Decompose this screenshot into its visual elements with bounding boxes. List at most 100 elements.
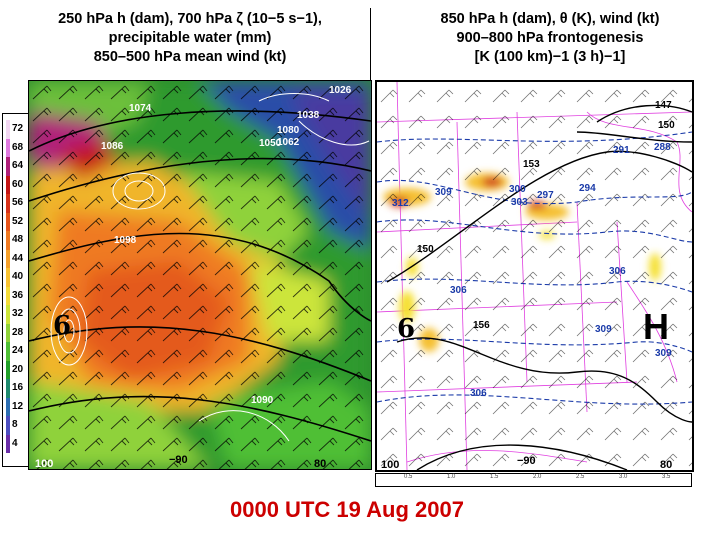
frontogenesis-scale-label: 3.0 [619,474,628,480]
high-pressure-marker: H [643,306,669,347]
colorbar-swatch [6,434,10,453]
height-label: 1062 [277,137,300,148]
colorbar-swatch [6,379,10,398]
theta-label: 306 [609,266,626,277]
frontogenesis-scale-label: 2.0 [533,474,542,480]
height-label: 150 [417,244,434,255]
frontogenesis-scale-label: 2.5 [576,474,585,480]
colorbar-swatch [6,323,10,342]
colorbar-label: 8 [12,419,18,430]
colorbar-label: 64 [12,160,24,171]
colorbar-label: 24 [12,345,24,356]
theta-label: 309 [435,187,452,198]
right-edge-labels: 100 −90 80 [381,455,672,470]
colorbar-swatch [6,120,10,139]
longitude-label: 80 [660,459,672,470]
longitude-label: 100 [381,459,399,470]
colorbar-swatch [6,305,10,324]
right-title-line-3: [K (100 km)−1 (3 h)−1] [474,49,626,65]
longitude-label: −90 [169,454,188,466]
theta-label: 303 [511,197,528,208]
theta-label: 309 [655,348,672,359]
height-label: 1080 [277,125,300,136]
right-theta-labels: 291 288 309 300 297 303 294 312 306 306 … [392,142,672,399]
height-label: 1026 [329,85,352,96]
colorbar-swatch [6,175,10,194]
height-label: 1074 [129,103,152,114]
right-title-line-2: 900–800 hPa frontogenesis [456,30,644,46]
vorticity-contours [50,93,370,442]
valid-time: 0000 UTC 19 Aug 2007 [230,497,464,522]
colorbar-label: 16 [12,382,24,393]
colorbar-label: 36 [12,289,24,301]
theta-label: 306 [450,285,467,296]
colorbar-swatch [6,342,10,361]
colorbar-label: 52 [12,215,24,227]
height-label: 150 [658,120,675,131]
colorbar-swatch [6,231,10,250]
frontogenesis-scale-bar: 0.5 1.0 1.5 2.0 2.5 3.0 3.5 [375,473,692,487]
left-map-panel: 1074 1086 1098 1080 1038 1026 1050 1062 … [28,80,372,470]
colorbar-label: 40 [12,271,24,282]
wind-barbs-overlay [29,81,371,469]
colorbar-swatch [6,416,10,435]
colorbar-label: 72 [12,123,24,134]
height-label: 156 [473,320,490,331]
height-label: 153 [523,159,540,170]
longitude-label: 80 [314,458,326,469]
left-edge-labels: 100 −90 80 [35,454,326,469]
left-panel-title: 250 hPa h (dam), 700 hPa ζ (10−5 s−1), p… [20,10,360,67]
left-height-labels: 1074 1086 1098 1080 1038 1026 1050 1062 … [101,85,352,406]
right-map-panel: 147 150 153 150 156 291 288 309 300 297 … [375,80,694,472]
colorbar-swatch [6,138,10,157]
colorbar-label: 60 [12,178,24,190]
colorbar-swatch [6,360,10,379]
height-label: 1086 [101,141,124,152]
theta-label: 288 [654,142,671,153]
height-label: 1090 [251,395,274,406]
height-contours [29,110,371,442]
frontogenesis-scale-label: 1.5 [490,474,499,480]
colorbar-label: 28 [12,326,24,338]
theta-label: 306 [470,388,487,399]
longitude-label: −90 [517,455,536,467]
colorbar-label: 68 [12,141,24,153]
height-label: 147 [655,100,672,111]
colorbar-label: 4 [12,437,18,449]
right-panel-title: 850 hPa h (dam), θ (K), wind (kt) 900–80… [380,10,720,67]
theta-label: 294 [579,183,596,194]
theta-label: 300 [509,184,526,195]
height-label: 1098 [114,235,137,246]
longitude-label: 100 [35,458,53,469]
left-title-line-2: precipitable water (mm) [108,30,272,46]
height-label: 1050 [259,138,282,149]
right-map-graphic: 147 150 153 150 156 291 288 309 300 297 … [377,82,692,470]
wind-barbs-overlay [377,82,692,470]
theta-label: 297 [537,190,554,201]
colorbar-label: 20 [12,363,24,375]
colorbar-swatch [6,268,10,287]
frontogenesis-scale-label: 3.5 [662,474,671,480]
frontogenesis-scale-label: 0.5 [404,474,413,480]
height-label: 1038 [297,110,320,121]
colorbar-label: 48 [12,234,24,245]
theta-label: 312 [392,198,409,209]
colorbar-swatch [6,157,10,176]
colorbar-swatch [6,194,10,213]
colorbar-label: 56 [12,197,24,208]
colorbar-label: 12 [12,400,24,412]
colorbar-swatch [6,212,10,231]
colorbar-swatch [6,249,10,268]
colorbar-label: 32 [12,308,24,319]
colorbar-swatch [6,397,10,416]
title-divider [370,8,371,80]
left-symbol: 6 [53,311,72,341]
right-height-labels: 147 150 153 150 156 [417,100,675,331]
right-symbol: 6 [397,314,416,344]
theta-contours [377,131,692,405]
theta-label: 291 [613,145,630,156]
left-title-line-3: 850–500 hPa mean wind (kt) [93,49,287,65]
right-title-line-1: 850 hPa h (dam), θ (K), wind (kt) [440,11,660,27]
left-title-line-1: 250 hPa h (dam), 700 hPa ζ (10−5 s−1), [58,11,322,27]
theta-label: 309 [595,324,612,335]
